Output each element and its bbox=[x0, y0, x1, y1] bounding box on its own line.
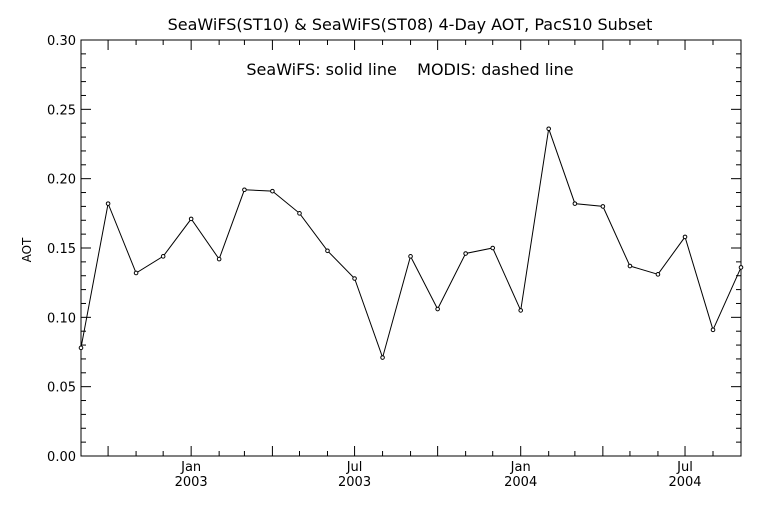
data-point bbox=[188, 216, 194, 222]
series-layer bbox=[78, 126, 744, 360]
x-tick-label-year: 2003 bbox=[338, 475, 371, 490]
data-point bbox=[160, 254, 166, 259]
x-tick-label-year: 2004 bbox=[668, 475, 701, 490]
y-tick-label: 0.20 bbox=[47, 173, 76, 188]
data-point bbox=[78, 345, 84, 351]
data-point bbox=[738, 265, 744, 270]
data-point bbox=[270, 188, 275, 194]
data-point bbox=[105, 201, 111, 206]
data-point bbox=[518, 308, 523, 313]
x-tick-label-year: 2003 bbox=[175, 475, 208, 490]
data-point bbox=[710, 327, 716, 333]
data-point bbox=[216, 256, 222, 262]
data-point bbox=[572, 201, 578, 206]
data-point bbox=[490, 245, 496, 251]
data-point bbox=[297, 211, 302, 216]
data-point bbox=[133, 270, 139, 276]
y-tick-label: 0.10 bbox=[47, 311, 76, 326]
data-point bbox=[682, 234, 688, 240]
data-point bbox=[600, 204, 606, 209]
y-axis-label: AOT bbox=[20, 237, 34, 262]
data-point bbox=[325, 248, 330, 254]
y-tick-label: 0.30 bbox=[47, 34, 76, 49]
data-point bbox=[408, 254, 413, 259]
x-tick-label-month: Jan bbox=[180, 460, 201, 475]
data-point bbox=[435, 306, 440, 312]
legend-annotation: SeaWiFS: solid line MODIS: dashed line bbox=[246, 60, 573, 79]
y-tick-label: 0.25 bbox=[47, 103, 76, 118]
y-axis: 0.00 0.05 0.10 0.15 0.20 0.25 0.30 bbox=[47, 34, 741, 465]
chart-title: SeaWiFS(ST10) & SeaWiFS(ST08) 4-Day AOT,… bbox=[168, 15, 653, 34]
y-tick-label: 0.15 bbox=[47, 242, 76, 257]
data-point bbox=[463, 251, 468, 256]
data-point bbox=[380, 355, 385, 360]
x-tick-label-month: Jan bbox=[510, 460, 531, 475]
series-line bbox=[80, 128, 742, 360]
y-tick-label: 0.05 bbox=[47, 381, 76, 396]
data-point bbox=[352, 276, 357, 281]
data-point bbox=[546, 126, 551, 132]
x-tick-label-year: 2004 bbox=[504, 475, 537, 490]
data-point bbox=[627, 263, 633, 269]
x-tick-label-month: Jul bbox=[676, 460, 693, 475]
data-point bbox=[655, 272, 661, 277]
plot-frame bbox=[80, 39, 742, 457]
x-tick-label-month: Jul bbox=[346, 460, 363, 475]
y-tick-label: 0.00 bbox=[47, 450, 76, 465]
data-point bbox=[242, 187, 247, 193]
